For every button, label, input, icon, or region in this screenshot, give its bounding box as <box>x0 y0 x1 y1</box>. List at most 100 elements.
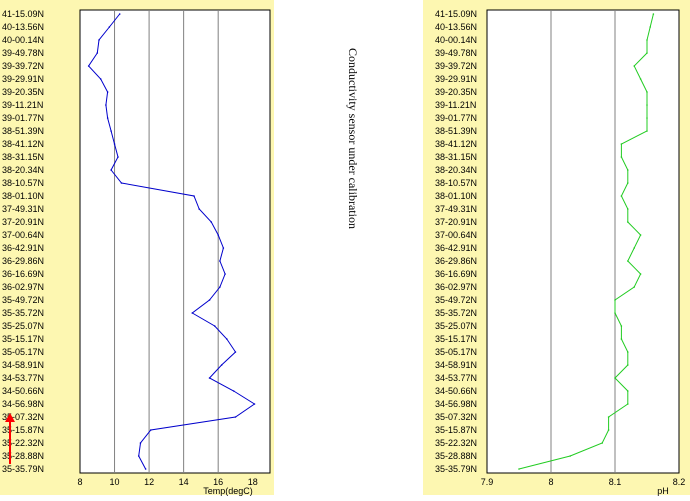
y-tick-label: 34-53.77N <box>435 373 477 383</box>
y-tick-label: 35-35.72N <box>2 308 44 318</box>
data-point <box>652 13 655 15</box>
y-tick-label: 38-01.10N <box>2 191 44 201</box>
data-point <box>620 195 623 197</box>
data-point <box>614 299 616 301</box>
y-tick-label: 40-13.56N <box>435 22 477 32</box>
data-point <box>620 156 623 158</box>
y-tick-label: 36-02.97N <box>435 282 477 292</box>
data-point <box>639 273 642 275</box>
temperature-chart: 41-15.09N 40-13.56N 40-00.14N 39-49.78N 39-3… <box>2 9 271 496</box>
x-tick-label: 10 <box>110 477 120 487</box>
data-point <box>113 143 116 145</box>
y-tick-label: 38-10.57N <box>435 178 477 188</box>
y-tick-label: 35-22.32N <box>2 438 44 448</box>
x-tick-label: 14 <box>179 477 189 487</box>
y-tick-label: 38-20.34N <box>435 165 477 175</box>
data-point <box>620 325 623 327</box>
data-point <box>627 169 629 171</box>
y-tick-label: 35-35.79N <box>2 464 44 474</box>
data-point <box>198 208 200 210</box>
y-tick-label: 35-25.07N <box>435 321 477 331</box>
data-point <box>226 338 228 340</box>
data-point <box>118 13 121 15</box>
y-tick-label: 38-41.12N <box>2 139 44 149</box>
y-tick-label: 35-25.07N <box>2 321 44 331</box>
data-point <box>601 442 603 444</box>
y-tick-label: 35-15.17N <box>2 334 44 344</box>
data-point <box>106 117 109 119</box>
plot-area <box>486 9 680 474</box>
y-tick-label: 34-50.66N <box>435 386 477 396</box>
red-arrow-icon <box>5 413 15 464</box>
y-tick-label: 39-01.77N <box>435 113 477 123</box>
data-point <box>98 39 100 41</box>
y-tick-label: 35-28.88N <box>435 451 477 461</box>
data-point <box>120 182 123 184</box>
data-point <box>627 260 629 262</box>
y-tick-label: 37-20.91N <box>435 217 477 227</box>
y-tick-label: 36-16.69N <box>435 269 477 279</box>
data-point <box>117 156 119 158</box>
data-point <box>646 91 648 93</box>
data-series-line <box>518 13 654 470</box>
data-point <box>627 390 629 392</box>
y-tick-label: 37-00.64N <box>435 230 477 240</box>
y-tick-label: 34-53.77N <box>2 373 44 383</box>
y-tick-label: 39-11.21N <box>435 100 476 110</box>
y-tick-label: 37-20.91N <box>2 217 44 227</box>
data-point <box>649 26 651 28</box>
data-point <box>220 364 223 366</box>
y-tick-label: 40-00.14N <box>2 35 44 45</box>
plot-area <box>79 9 271 474</box>
arrow-head <box>5 413 15 422</box>
y-tick-label: 35-15.87N <box>435 425 477 435</box>
data-point <box>108 26 111 28</box>
data-point <box>110 169 112 171</box>
y-tick-label: 36-42.91N <box>435 243 477 253</box>
x-tick-label: 8 <box>77 477 82 487</box>
data-point <box>646 52 648 54</box>
y-tick-label: 39-20.35N <box>2 87 44 97</box>
y-tick-label: 39-49.78N <box>2 48 44 58</box>
data-point <box>217 234 219 236</box>
x-axis-title: pH <box>657 486 669 496</box>
data-point <box>87 65 90 67</box>
y-tick-label: 37-00.64N <box>2 230 44 240</box>
data-point <box>633 65 635 67</box>
data-point <box>137 455 140 457</box>
data-point <box>208 377 211 379</box>
data-point <box>224 273 226 275</box>
data-point <box>234 351 237 353</box>
data-point <box>627 364 629 366</box>
data-series-line <box>87 13 256 470</box>
data-point <box>105 104 107 106</box>
y-tick-label: 35-35.79N <box>435 464 477 474</box>
y-tick-label: 35-05.17N <box>2 347 44 357</box>
y-tick-label: 35-15.17N <box>435 334 477 344</box>
data-point <box>208 299 211 301</box>
data-point <box>633 247 635 249</box>
y-tick-label: 34-50.66N <box>2 386 44 396</box>
data-point <box>193 195 195 197</box>
y-tick-label: 38-01.10N <box>435 191 477 201</box>
y-tick-label: 40-13.56N <box>2 22 44 32</box>
y-tick-label: 35-49.72N <box>2 295 44 305</box>
y-tick-label: 36-16.69N <box>2 269 44 279</box>
data-point <box>222 247 225 249</box>
data-point <box>150 429 152 431</box>
y-tick-label: 38-41.12N <box>435 139 477 149</box>
data-point <box>620 143 623 145</box>
calibration-annotation: Conductivity sensor under calibration <box>346 48 360 229</box>
y-tick-label: 38-20.34N <box>2 165 44 175</box>
y-tick-label: 38-10.57N <box>2 178 44 188</box>
y-tick-label: 39-29.91N <box>2 74 44 84</box>
x-axis-title: Temp(degC) <box>203 486 253 496</box>
y-tick-label: 38-51.39N <box>435 126 477 136</box>
y-tick-label: 39-49.78N <box>435 48 477 58</box>
data-point <box>99 78 102 80</box>
y-tick-label: 35-35.72N <box>435 308 477 318</box>
x-tick-label: 8.1 <box>609 477 622 487</box>
ph-chart: 41-15.09N 40-13.56N 40-00.14N 39-49.78N 39-3… <box>435 9 685 496</box>
data-point <box>620 338 623 340</box>
y-tick-label: 35-07.32N <box>2 412 44 422</box>
